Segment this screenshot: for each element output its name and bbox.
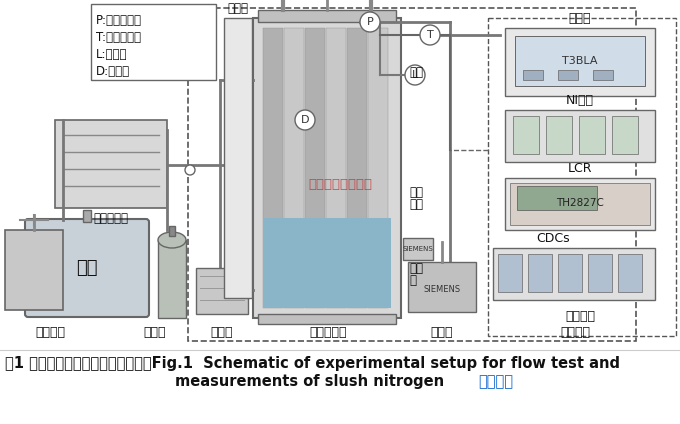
Bar: [505, 178, 655, 230]
Circle shape: [295, 110, 315, 130]
Bar: [196, 268, 248, 314]
Text: LCR: LCR: [568, 162, 592, 175]
Circle shape: [420, 25, 440, 45]
Text: 高速: 高速: [409, 187, 423, 200]
Text: T3BLA: T3BLA: [562, 56, 598, 66]
Bar: [612, 116, 638, 154]
Text: 预冷换热器: 预冷换热器: [94, 212, 129, 224]
Bar: [403, 238, 433, 260]
Text: TH2827C: TH2827C: [556, 198, 604, 208]
Bar: [546, 116, 572, 154]
Text: L:液位计: L:液位计: [96, 48, 128, 61]
Bar: [224, 18, 252, 298]
Bar: [523, 70, 543, 80]
Text: 下载原图: 下载原图: [478, 374, 513, 389]
Text: SIEMENS: SIEMENS: [424, 285, 460, 295]
Bar: [510, 183, 650, 225]
Bar: [5, 230, 63, 310]
Circle shape: [185, 165, 195, 175]
Text: 密度: 密度: [409, 262, 423, 274]
Text: 液位计: 液位计: [228, 2, 248, 14]
Bar: [515, 36, 645, 86]
Bar: [368, 28, 388, 308]
Bar: [55, 120, 167, 208]
Text: SIEMENS: SIEMENS: [403, 246, 433, 252]
Text: T: T: [426, 30, 433, 40]
Bar: [513, 116, 539, 154]
Text: 回收储罐: 回收储罐: [35, 326, 65, 340]
Bar: [91, 4, 216, 80]
Bar: [258, 314, 396, 324]
Bar: [558, 70, 578, 80]
Text: D: D: [301, 115, 309, 125]
Bar: [408, 262, 476, 312]
Bar: [263, 218, 391, 308]
Bar: [263, 28, 283, 308]
Bar: [493, 248, 655, 300]
Bar: [326, 28, 346, 308]
Text: L: L: [412, 70, 418, 80]
Text: 杜瓦: 杜瓦: [76, 259, 98, 277]
Bar: [253, 18, 401, 318]
Bar: [498, 254, 522, 292]
FancyBboxPatch shape: [25, 219, 149, 317]
Bar: [83, 210, 91, 222]
Bar: [517, 186, 597, 210]
Text: CDCs: CDCs: [537, 232, 570, 245]
Text: P:压力传感器: P:压力传感器: [96, 14, 142, 27]
Text: 冷光源: 冷光源: [211, 326, 233, 340]
Bar: [593, 70, 613, 80]
Circle shape: [360, 12, 380, 32]
Bar: [558, 254, 582, 292]
Text: 测量系统: 测量系统: [565, 310, 595, 323]
Text: 江苏华云流量计厂: 江苏华云流量计厂: [308, 179, 372, 192]
Text: 计: 计: [409, 273, 416, 287]
Bar: [305, 28, 325, 308]
Text: T:温度传感器: T:温度传感器: [96, 31, 141, 44]
Bar: [258, 10, 396, 22]
Bar: [528, 254, 552, 292]
Bar: [588, 254, 612, 292]
Text: 氮浆制备罐: 氮浆制备罐: [309, 326, 347, 340]
Text: NI模块: NI模块: [566, 94, 594, 106]
Bar: [618, 254, 642, 292]
Bar: [347, 28, 367, 308]
Bar: [505, 110, 655, 162]
Text: 真空泵: 真空泵: [430, 326, 454, 340]
Bar: [505, 28, 655, 96]
Circle shape: [405, 65, 425, 85]
Bar: [579, 116, 605, 154]
Bar: [284, 28, 304, 308]
Bar: [169, 226, 175, 236]
Text: 测量系统: 测量系统: [560, 326, 590, 340]
Text: 摄像: 摄像: [409, 198, 423, 212]
Text: measurements of slush nitrogen: measurements of slush nitrogen: [175, 374, 445, 389]
Text: 图1 氮浆流动及测量实验系统示意图Fig.1  Schematic of experimental setup for flow test and: 图1 氮浆流动及测量实验系统示意图Fig.1 Schematic of expe…: [5, 356, 620, 371]
Bar: [158, 240, 186, 318]
Bar: [188, 8, 636, 341]
Text: D:密度计: D:密度计: [96, 65, 130, 78]
Text: P: P: [367, 17, 373, 27]
Bar: [488, 18, 676, 336]
Text: 氦钢瓶: 氦钢瓶: [143, 326, 166, 340]
Text: 控制阀: 控制阀: [568, 11, 591, 25]
Text: 冷屏: 冷屏: [409, 67, 423, 80]
Ellipse shape: [158, 232, 186, 248]
